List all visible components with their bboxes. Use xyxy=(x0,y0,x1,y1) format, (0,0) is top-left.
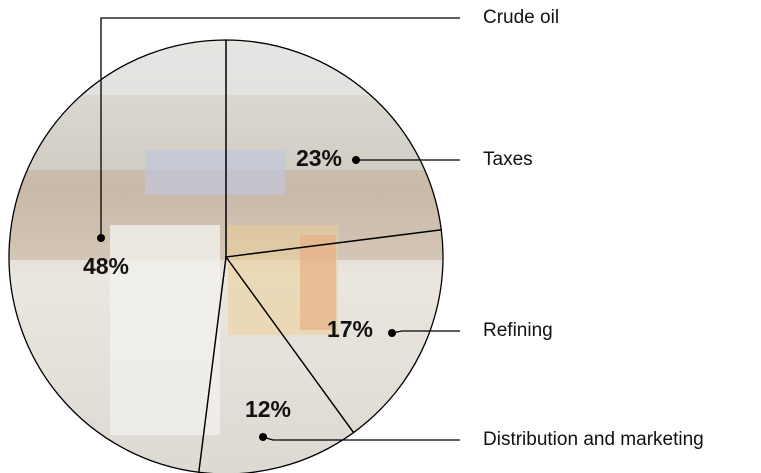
legend-label: Distribution and marketing xyxy=(483,429,704,450)
legend-label: Refining xyxy=(483,320,553,341)
value-label: 17% xyxy=(327,316,373,342)
pie-slice xyxy=(225,39,443,258)
legend-label: Crude oil xyxy=(483,7,559,28)
pie-slice xyxy=(224,229,444,434)
leader-line xyxy=(100,17,460,238)
pie-slice xyxy=(8,39,227,473)
legend-label: Taxes xyxy=(483,149,533,170)
pie-slice xyxy=(198,255,355,473)
value-label: 23% xyxy=(296,145,342,171)
value-label: 48% xyxy=(83,253,129,279)
leader-line xyxy=(262,436,460,441)
value-label: 12% xyxy=(245,396,291,422)
leader-line xyxy=(391,330,460,334)
